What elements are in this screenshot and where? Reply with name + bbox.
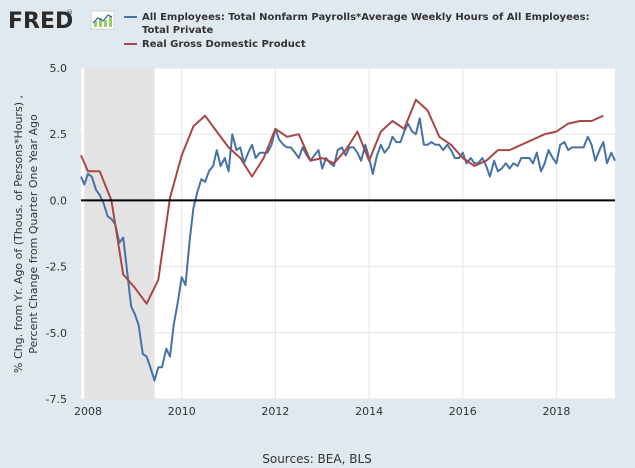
x-tick-label: 2016 (449, 405, 477, 418)
y-axis-label-line-2: Percent Change from Quarter One Year Ago (27, 114, 40, 354)
y-tick-label: 0.0 (50, 194, 68, 207)
y-tick-label: -2.5 (46, 261, 67, 274)
grid-layer (81, 67, 615, 400)
series-line-employment-hours (80, 117, 616, 382)
recession-layer (84, 68, 155, 399)
trademark-symbol: ® (66, 9, 73, 17)
x-tick-label: 2012 (261, 405, 289, 418)
legend-label-series-1-line-2: Total Private (142, 25, 214, 36)
legend-label-series-1-line-1: All Employees: Total Nonfarm Payrolls*Av… (142, 12, 590, 23)
y-tick-label: -7.5 (46, 393, 67, 406)
chart-legend: All Employees: Total Nonfarm Payrolls*Av… (124, 12, 590, 50)
source-note: Sources: BEA, BLS (262, 452, 372, 466)
series-layer (80, 98, 616, 382)
fred-logo[interactable]: FRED ® (8, 9, 115, 34)
fred-logo-text: FRED (8, 9, 73, 34)
y-axis-label-line-1: % Chg. from Yr. Ago of (Thous. of Person… (12, 95, 25, 373)
fred-logo-icon (90, 10, 115, 30)
y-axis-ticks: 5.0 2.5 0.0 -2.5 -5.0 -7.5 (46, 62, 67, 406)
series-line-real-gdp (80, 98, 604, 305)
x-tick-label: 2018 (542, 405, 570, 418)
y-tick-label: 2.5 (50, 128, 68, 141)
x-tick-label: 2014 (355, 405, 383, 418)
recession-shade (84, 68, 155, 399)
plot-area (81, 68, 615, 399)
x-tick-label: 2008 (74, 405, 102, 418)
x-tick-label: 2010 (168, 405, 196, 418)
y-tick-label: 5.0 (50, 62, 68, 75)
legend-label-series-2: Real Gross Domestic Product (142, 39, 306, 50)
y-tick-label: -5.0 (46, 327, 67, 340)
x-axis-ticks: 2008 2010 2012 2014 2016 2018 (74, 405, 570, 418)
